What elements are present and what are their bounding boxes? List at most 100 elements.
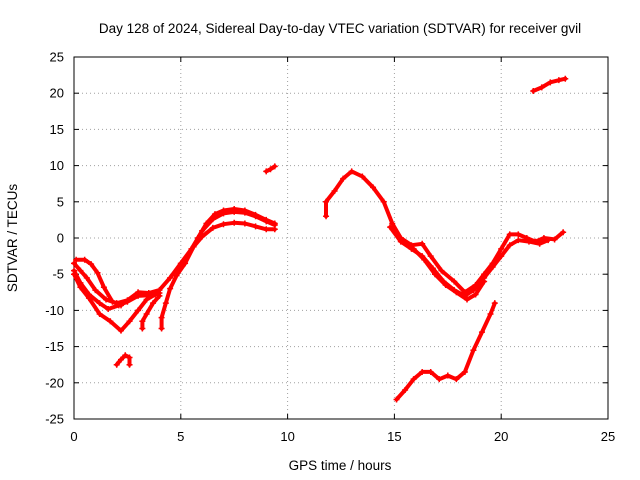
data-point bbox=[143, 296, 150, 303]
data-point bbox=[126, 361, 133, 368]
x-tick-label: 5 bbox=[177, 429, 184, 444]
series-track-3 bbox=[72, 272, 158, 333]
data-point bbox=[331, 187, 338, 194]
data-point bbox=[410, 376, 417, 383]
data-point bbox=[167, 274, 174, 281]
data-point bbox=[387, 224, 394, 231]
data-point bbox=[427, 368, 434, 375]
data-point bbox=[263, 226, 270, 233]
data-point bbox=[231, 219, 238, 226]
data-point bbox=[71, 260, 77, 267]
x-axis-label: GPS time / hours bbox=[289, 458, 392, 473]
data-point bbox=[162, 300, 169, 307]
data-point bbox=[263, 168, 270, 175]
y-tick-label: 10 bbox=[50, 158, 64, 173]
y-tick-label: -5 bbox=[52, 267, 64, 282]
series-track-10 bbox=[324, 169, 566, 295]
data-point bbox=[71, 271, 77, 278]
data-point bbox=[105, 305, 112, 312]
data-point bbox=[451, 278, 458, 285]
data-point bbox=[231, 206, 238, 213]
x-tick-label: 15 bbox=[387, 429, 401, 444]
y-tick-label: 15 bbox=[50, 122, 64, 137]
data-point bbox=[555, 77, 562, 84]
data-series bbox=[71, 75, 569, 403]
data-point bbox=[489, 263, 496, 270]
data-point bbox=[96, 311, 103, 318]
data-point bbox=[271, 220, 278, 227]
data-point bbox=[209, 224, 216, 231]
data-point bbox=[143, 311, 150, 318]
data-point bbox=[402, 387, 409, 394]
data-point bbox=[126, 318, 133, 325]
data-point bbox=[252, 223, 259, 230]
data-point bbox=[92, 287, 99, 294]
data-point bbox=[421, 256, 428, 263]
data-point bbox=[77, 284, 84, 291]
data-point bbox=[538, 84, 545, 91]
data-point bbox=[113, 361, 120, 368]
data-point bbox=[545, 237, 552, 244]
data-point bbox=[103, 296, 110, 303]
data-point bbox=[241, 207, 248, 214]
data-point bbox=[194, 235, 201, 241]
data-point bbox=[470, 347, 477, 354]
data-point bbox=[323, 213, 330, 220]
data-point bbox=[96, 300, 103, 307]
y-tick-label: 25 bbox=[50, 50, 64, 65]
series-track-2 bbox=[72, 268, 162, 311]
data-point bbox=[203, 220, 210, 227]
data-point bbox=[267, 166, 274, 173]
data-point bbox=[122, 352, 129, 359]
data-point bbox=[436, 376, 443, 383]
data-point bbox=[515, 231, 522, 238]
y-axis-label: SDTVAR / TECUs bbox=[5, 184, 20, 293]
data-point bbox=[109, 298, 116, 305]
data-point bbox=[506, 231, 513, 238]
data-point bbox=[107, 318, 114, 325]
data-point bbox=[498, 253, 505, 260]
data-point bbox=[220, 221, 227, 228]
data-point bbox=[252, 211, 259, 218]
data-point bbox=[399, 237, 406, 244]
y-axis: -25 -20 -15 -10 -5 0 5 10 15 20 25 bbox=[45, 50, 608, 427]
y-tick-label: -10 bbox=[45, 303, 64, 318]
series-track-13 bbox=[394, 301, 497, 402]
data-point bbox=[173, 272, 180, 279]
data-point bbox=[481, 278, 488, 285]
data-point bbox=[536, 240, 543, 247]
x-tick-label: 20 bbox=[494, 429, 508, 444]
data-point bbox=[85, 295, 92, 302]
data-point bbox=[530, 88, 537, 95]
data-point bbox=[491, 300, 498, 307]
data-point bbox=[551, 236, 558, 243]
data-point bbox=[419, 240, 426, 247]
x-tick-label: 25 bbox=[601, 429, 615, 444]
data-point bbox=[453, 289, 460, 296]
data-point bbox=[117, 356, 124, 363]
data-point bbox=[560, 229, 567, 236]
data-point bbox=[470, 287, 477, 294]
data-point bbox=[464, 296, 471, 303]
data-point bbox=[81, 256, 88, 263]
data-point bbox=[124, 298, 131, 305]
y-tick-label: -20 bbox=[45, 375, 64, 390]
data-point bbox=[487, 311, 494, 318]
data-point bbox=[135, 292, 142, 299]
data-point bbox=[190, 243, 197, 250]
chart-title: Day 128 of 2024, Sidereal Day-to-day VTE… bbox=[99, 21, 581, 36]
data-point bbox=[410, 245, 417, 252]
data-point bbox=[211, 211, 218, 218]
data-point bbox=[562, 75, 569, 82]
data-point bbox=[472, 291, 479, 298]
data-point bbox=[83, 274, 90, 281]
data-point bbox=[515, 237, 522, 244]
data-point bbox=[442, 282, 449, 289]
data-point bbox=[498, 245, 505, 252]
data-point bbox=[152, 291, 159, 298]
data-point bbox=[167, 285, 174, 292]
data-point bbox=[461, 368, 468, 375]
data-point bbox=[323, 198, 330, 205]
data-point bbox=[444, 372, 451, 379]
